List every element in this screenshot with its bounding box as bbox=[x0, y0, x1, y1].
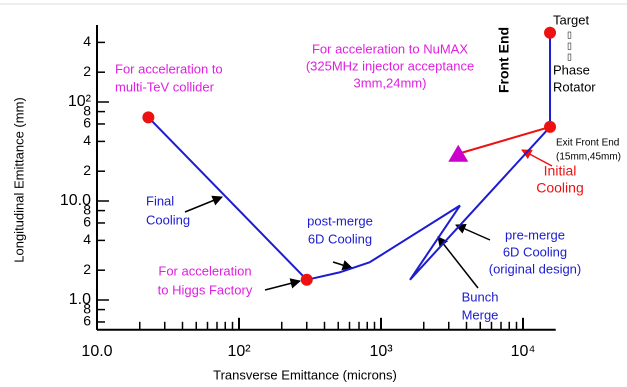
x-tick-label: 10.0 bbox=[81, 343, 112, 360]
x-axis-label: Transverse Emittance (microns) bbox=[213, 367, 397, 382]
y-tick-label: 8 bbox=[83, 102, 91, 118]
annotation: Bunch bbox=[462, 289, 499, 304]
annotation: Initial bbox=[544, 163, 577, 179]
point bbox=[544, 120, 557, 133]
annotation: Rotator bbox=[553, 79, 596, 94]
arrows bbox=[184, 149, 553, 291]
arrow bbox=[184, 195, 223, 213]
annotation: pre-merge bbox=[505, 227, 565, 242]
y-tick-label: 2 bbox=[83, 261, 91, 277]
point bbox=[544, 26, 557, 39]
annotation: 6D Cooling bbox=[308, 231, 372, 246]
x-tick-label: 10⁴ bbox=[511, 343, 536, 360]
y-tick-label: 1.0 bbox=[69, 291, 91, 308]
annotation: For acceleration to bbox=[115, 61, 223, 76]
y-tick-label: 8 bbox=[83, 300, 91, 316]
y-axis-label: Longitudinal Emittance (mm) bbox=[11, 97, 26, 262]
annotation: ▯ bbox=[567, 29, 572, 39]
triangle-point bbox=[448, 144, 469, 162]
annotation: Target bbox=[553, 12, 590, 27]
annotation: to Higgs Factory bbox=[158, 282, 253, 297]
annotation: ▯ bbox=[567, 40, 572, 50]
series-line bbox=[457, 125, 551, 155]
y-tick-label: 6 bbox=[83, 115, 91, 131]
annotation: Merge bbox=[462, 307, 499, 322]
annotation: Cooling bbox=[536, 180, 583, 196]
annotation: multi-TeV collider bbox=[115, 79, 215, 94]
point bbox=[300, 273, 313, 286]
annotation: Front End bbox=[496, 27, 512, 93]
x-tick-label: 10³ bbox=[369, 343, 393, 360]
annotation: 6D Cooling bbox=[503, 244, 567, 259]
annotation: (15mm,45mm) bbox=[556, 152, 621, 163]
annotation: ▯ bbox=[567, 51, 572, 61]
annotation: Phase bbox=[553, 62, 590, 77]
annotation: Final bbox=[146, 193, 174, 208]
y-tick-label: 4 bbox=[83, 33, 91, 49]
arrow bbox=[455, 224, 491, 241]
y-tick-label: 4 bbox=[83, 132, 91, 148]
annotation: post-merge bbox=[307, 213, 373, 228]
arrow bbox=[437, 236, 479, 289]
annotation: For acceleration to NuMAX bbox=[312, 41, 468, 56]
y-tick-label: 6 bbox=[83, 214, 91, 230]
annotation: (325MHz injector acceptance bbox=[306, 58, 474, 73]
annotation: (original design) bbox=[489, 261, 582, 276]
annotation: 3mm,24mm) bbox=[354, 75, 427, 90]
y-tick-label: 4 bbox=[83, 231, 91, 247]
y-tick-label: 2 bbox=[83, 63, 91, 79]
annotation: For acceleration bbox=[158, 263, 251, 278]
arrow bbox=[264, 278, 302, 291]
annotation: Exit Front End bbox=[556, 138, 619, 149]
point bbox=[142, 111, 155, 124]
y-tick-label: 6 bbox=[83, 313, 91, 329]
y-tick-label: 10.0 bbox=[60, 192, 91, 209]
x-tick-label: 10² bbox=[227, 343, 251, 360]
y-tick-label: 8 bbox=[83, 201, 91, 217]
arrow bbox=[332, 260, 354, 271]
annotation: Cooling bbox=[146, 212, 190, 227]
y-tick-label: 2 bbox=[83, 162, 91, 178]
y-tick-label: 10² bbox=[68, 93, 92, 110]
